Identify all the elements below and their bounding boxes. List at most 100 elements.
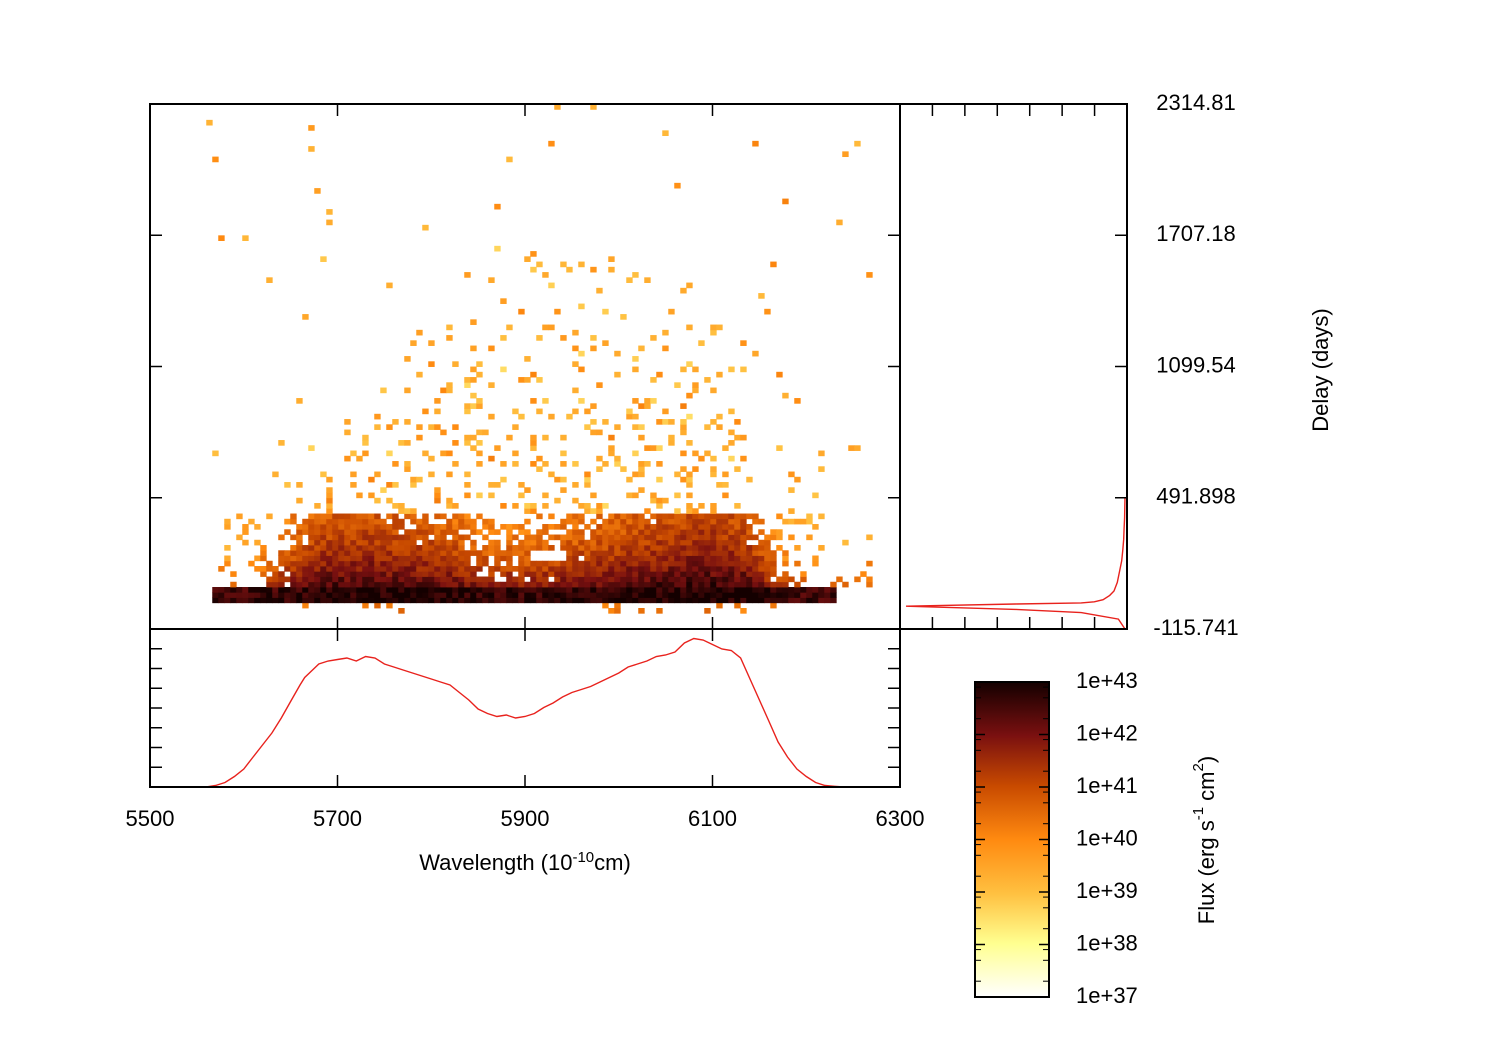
heatmap-cell — [638, 560, 645, 567]
heatmap-cell — [380, 545, 387, 551]
heatmap-cell — [476, 581, 483, 588]
heatmap-cell — [512, 566, 519, 572]
heatmap-cell — [782, 597, 789, 604]
heatmap-cell — [584, 555, 591, 562]
heatmap-cell — [272, 571, 279, 577]
heatmap-cell — [740, 539, 747, 546]
heatmap-cell — [602, 545, 609, 551]
heatmap-cell — [434, 581, 441, 588]
heatmap-cell — [350, 597, 357, 604]
heatmap-cell — [266, 513, 273, 520]
heatmap-cell — [626, 581, 633, 588]
heatmap-cell — [374, 529, 381, 535]
heatmap-cell — [728, 597, 735, 604]
heatmap-cell — [500, 555, 507, 562]
heatmap-cell — [710, 587, 717, 593]
heatmap-cell — [344, 555, 351, 562]
heatmap-cell — [218, 235, 225, 241]
heatmap-cell — [542, 503, 549, 509]
heatmap-cell — [506, 592, 513, 598]
heatmap-cell — [740, 534, 747, 541]
heatmap-cell — [728, 592, 735, 598]
heatmap-cell — [686, 282, 693, 289]
heatmap-cell — [668, 592, 675, 598]
heatmap-cell — [506, 545, 513, 551]
heatmap-cell — [578, 581, 585, 588]
heatmap-cell — [614, 545, 621, 551]
heatmap-cell — [704, 587, 711, 593]
heatmap-cell — [224, 545, 231, 551]
heatmap-cell — [368, 539, 375, 546]
heatmap-cell — [464, 566, 471, 572]
heatmap-cell — [788, 508, 795, 514]
heatmap-cell — [710, 503, 717, 509]
heatmap-cell — [224, 555, 231, 562]
heatmap-cell — [806, 597, 813, 604]
heatmap-cell — [398, 571, 405, 577]
heatmap-cell — [464, 571, 471, 577]
heatmap-cell — [590, 592, 597, 598]
heatmap-cell — [374, 581, 381, 588]
heatmap-cell — [320, 524, 327, 530]
heatmap-cell — [530, 587, 537, 593]
heatmap-cell — [398, 592, 405, 598]
heatmap-cell — [392, 550, 399, 556]
heatmap-cell — [776, 513, 783, 520]
heatmap-cell — [368, 550, 375, 556]
heatmap-cell — [308, 587, 315, 593]
heatmap-cell — [566, 266, 573, 273]
heatmap-cell — [296, 497, 303, 504]
heatmap-cell — [464, 382, 471, 388]
heatmap-cell — [470, 597, 477, 604]
heatmap-cell — [638, 434, 645, 441]
heatmap-cell — [428, 566, 435, 572]
heatmap-cell — [320, 587, 327, 593]
heatmap-cell — [326, 529, 333, 535]
heatmap-cell — [536, 261, 543, 268]
heatmap-cell — [512, 461, 519, 467]
heatmap-cell — [614, 371, 621, 378]
heatmap-cell — [710, 560, 717, 567]
heatmap-cell — [452, 555, 459, 562]
heatmap-cell — [704, 581, 711, 588]
heatmap-cell — [536, 377, 543, 383]
heatmap-cell — [728, 366, 735, 373]
heatmap-cell — [512, 592, 519, 598]
heatmap-cell — [722, 597, 729, 604]
heatmap-cell — [554, 571, 561, 577]
heatmap-cell — [554, 592, 561, 598]
heatmap-cell — [704, 560, 711, 567]
heatmap-cell — [458, 550, 465, 556]
heatmap-cell — [518, 576, 525, 583]
heatmap-cell — [524, 587, 531, 593]
heatmap-cell — [356, 592, 363, 598]
heatmap-cell — [392, 539, 399, 546]
heatmap-cell — [578, 571, 585, 577]
heatmap-cell — [740, 524, 747, 530]
heatmap-cell — [728, 518, 735, 525]
heatmap-cell — [746, 476, 753, 483]
heatmap-cell — [716, 566, 723, 572]
heatmap-cell — [740, 518, 747, 525]
heatmap-cell — [362, 571, 369, 577]
heatmap-cell — [740, 340, 747, 346]
heatmap-cell — [326, 592, 333, 598]
heatmap-cell — [446, 503, 453, 509]
heatmap-cell — [524, 581, 531, 588]
heatmap-cell — [518, 587, 525, 593]
heatmap-cell — [734, 539, 741, 546]
heatmap-cell — [632, 592, 639, 598]
heatmap-cell — [392, 518, 399, 525]
heatmap-cell — [698, 571, 705, 577]
heatmap-cell — [650, 539, 657, 546]
heatmap-cell — [542, 592, 549, 598]
y-tick-label: -115.741 — [1153, 615, 1238, 640]
heatmap-cell — [566, 587, 573, 593]
heatmap-cell — [602, 581, 609, 588]
heatmap-cell — [770, 581, 777, 588]
heatmap-cell — [686, 492, 693, 499]
heatmap-cell — [230, 597, 237, 604]
heatmap-cell — [686, 597, 693, 604]
heatmap-cell — [632, 356, 639, 362]
heatmap-cell — [320, 566, 327, 572]
